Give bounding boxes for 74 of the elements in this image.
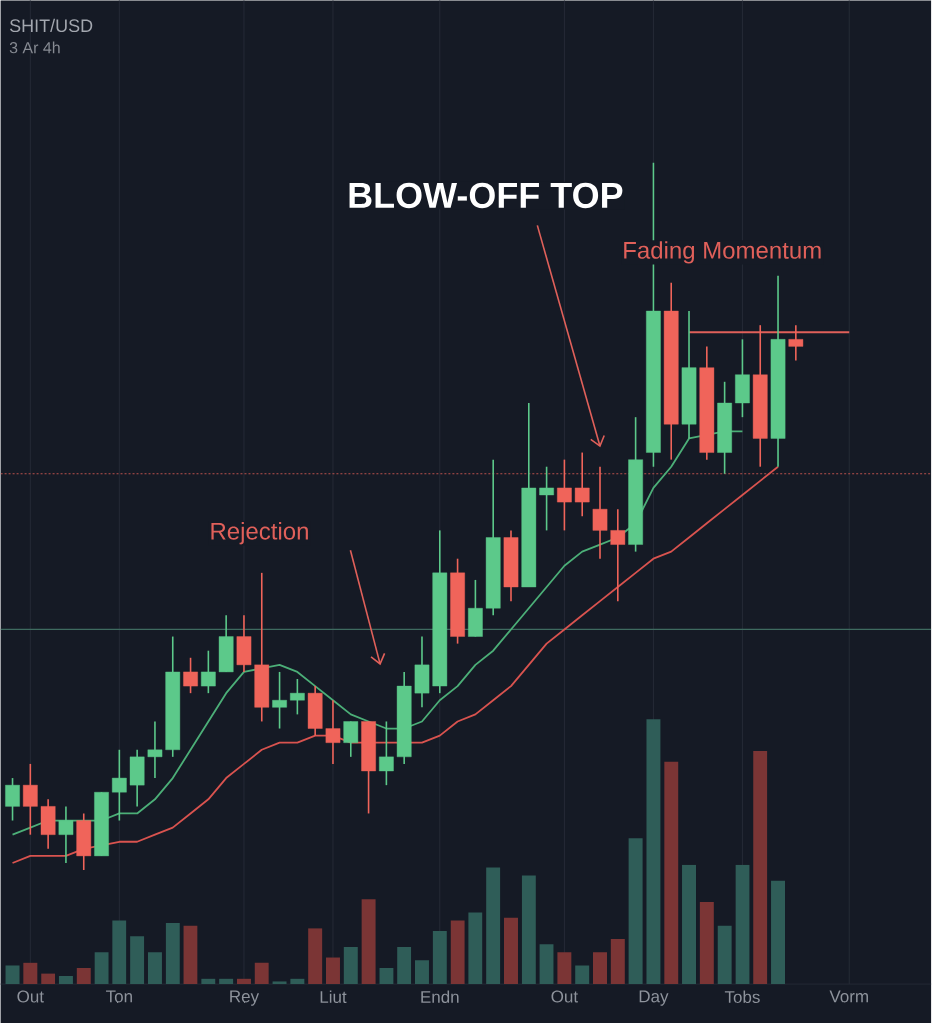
x-tick-label: Vorm	[829, 990, 869, 1003]
bar	[201, 978, 216, 985]
bar	[575, 965, 590, 985]
candlestick	[592, 465, 608, 560]
bar	[486, 867, 501, 985]
candlestick	[788, 324, 804, 362]
bar	[735, 864, 750, 985]
candlestick	[5, 777, 20, 822]
bar	[646, 719, 661, 985]
chart-title: SHIT/USD	[10, 18, 93, 33]
bar	[361, 899, 376, 985]
bar	[326, 957, 341, 985]
candlestick	[610, 508, 626, 602]
bar	[504, 917, 519, 985]
bar	[628, 838, 643, 985]
bar	[183, 925, 198, 985]
candlestick	[290, 678, 305, 716]
bar	[76, 968, 91, 985]
bar	[219, 978, 234, 985]
bar	[148, 952, 163, 985]
candlestick	[325, 699, 341, 765]
annotation: Rejection	[211, 522, 309, 545]
candlestick	[23, 763, 38, 836]
bar	[468, 912, 483, 985]
bar	[379, 968, 394, 985]
bar	[432, 931, 447, 985]
x-tick-label: Liut	[320, 990, 347, 1004]
annotation: BLOW-OFF TOP	[349, 182, 623, 209]
candlestick	[58, 805, 74, 864]
x-tick-label: Tobs	[725, 990, 760, 1004]
annotation: Fading Momentum	[624, 241, 821, 264]
bar	[717, 925, 732, 985]
bar	[112, 920, 127, 985]
x-tick-label: Endn	[421, 990, 459, 1004]
bar	[664, 761, 679, 985]
candlestick	[183, 656, 199, 694]
bar	[397, 946, 412, 985]
bar	[130, 936, 145, 985]
x-tick-label: Day	[639, 990, 669, 1006]
bar	[610, 938, 625, 985]
bar	[23, 962, 38, 985]
x-tick-label: Out	[17, 990, 45, 1003]
x-tick-label: Out	[551, 990, 579, 1003]
chart-subtitle: 3 Ar 4h	[9, 41, 60, 54]
bar	[343, 946, 358, 985]
x-tick-label: Ton	[106, 990, 133, 1003]
bar	[593, 952, 608, 985]
candlestick	[557, 458, 572, 532]
bar	[290, 978, 305, 985]
candlestick	[272, 671, 288, 730]
candlestick	[201, 649, 216, 694]
candlestick	[575, 451, 590, 518]
bar	[94, 952, 109, 985]
bar	[699, 901, 714, 985]
candlestick	[147, 720, 163, 779]
bar	[753, 750, 768, 985]
candlestick	[539, 465, 555, 532]
bar	[557, 952, 572, 985]
bar	[450, 920, 465, 985]
bar	[237, 978, 252, 985]
bar	[5, 965, 20, 985]
bar	[415, 960, 430, 985]
bar	[59, 976, 74, 985]
bar	[682, 864, 697, 985]
x-tick-label: Rey	[230, 990, 260, 1006]
bar	[539, 944, 554, 985]
bar	[771, 880, 786, 985]
candlestick	[379, 720, 394, 786]
candlestick	[343, 720, 359, 758]
bar	[521, 875, 536, 985]
bar	[165, 923, 180, 985]
bar	[308, 928, 323, 985]
bar	[254, 962, 269, 985]
candlestick	[112, 748, 127, 822]
